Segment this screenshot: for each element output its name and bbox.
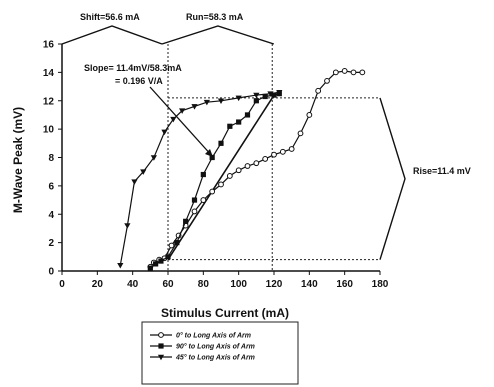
- series-line: [149, 93, 280, 269]
- data-point: [209, 188, 216, 195]
- data-point: [218, 181, 224, 188]
- data-point: [288, 146, 295, 152]
- slope-arrow: [149, 86, 214, 158]
- data-point: [235, 95, 242, 102]
- data-point: [147, 265, 153, 271]
- data-point: [124, 223, 131, 229]
- brace-annotations: [61, 25, 406, 260]
- data-point: [191, 197, 198, 203]
- data-point: [161, 129, 168, 136]
- data-point: [315, 87, 322, 94]
- y-tick-label: 12: [43, 96, 55, 107]
- data-point: [227, 123, 233, 129]
- data-point: [350, 69, 357, 76]
- data-point: [179, 108, 186, 114]
- shift-annotation: Shift=56.6 mA: [80, 12, 140, 22]
- data-point: [253, 92, 260, 99]
- y-tick-label: 0: [48, 267, 54, 278]
- x-tick-label: 40: [127, 279, 139, 290]
- y-tick-label: 4: [48, 210, 54, 221]
- data-point: [170, 116, 177, 123]
- rise-annotation: Rise=11.4 mV: [413, 166, 471, 176]
- shift-brace: [61, 25, 163, 45]
- data-point: [209, 154, 215, 161]
- data-point: [174, 240, 180, 246]
- data-point: [153, 261, 159, 267]
- rise-brace: [379, 97, 406, 260]
- data-point: [191, 208, 198, 215]
- data-point: [324, 77, 330, 84]
- x-tick-label: 20: [92, 279, 104, 290]
- run-annotation: Run=58.3 mA: [186, 12, 244, 22]
- data-point: [168, 242, 175, 249]
- legend-label: 45° to Long Axis of Arm: [175, 354, 255, 362]
- data-point: [306, 112, 313, 118]
- data-point: [267, 91, 274, 97]
- data-point: [157, 354, 165, 361]
- data-point: [235, 167, 242, 174]
- data-point: [218, 140, 224, 146]
- data-point: [244, 163, 251, 169]
- data-point: [131, 179, 138, 185]
- data-point: [158, 343, 164, 349]
- data-point: [244, 112, 251, 118]
- data-point: [297, 130, 304, 137]
- data-point: [332, 69, 339, 76]
- y-tick-label: 8: [48, 153, 54, 164]
- y-tick-label: 6: [48, 181, 54, 192]
- data-point: [279, 148, 286, 155]
- data-point: [158, 332, 164, 338]
- series-2: [117, 89, 283, 269]
- data-point: [253, 98, 259, 104]
- y-tick-label: 14: [43, 68, 55, 79]
- y-axis-label: M-Wave Peak (mV): [11, 107, 25, 213]
- y-tick-label: 16: [43, 40, 55, 51]
- data-point: [262, 156, 269, 162]
- run-brace: [161, 25, 275, 45]
- slope-line: [167, 97, 273, 261]
- x-axis-label: Stimulus Current (mA): [161, 306, 289, 320]
- data-point: [183, 218, 189, 224]
- x-tick-label: 60: [162, 279, 174, 290]
- data-point: [236, 119, 242, 125]
- series-line: [119, 91, 280, 266]
- y-tick-label: 10: [43, 125, 55, 136]
- data-point: [271, 151, 277, 158]
- x-tick-label: 80: [198, 279, 210, 290]
- axis-ticks: 0 20 40 60 80 100 120 140 160 180 0 2 4 6 8 10 12 14 16: [43, 40, 389, 291]
- data-point: [158, 258, 164, 264]
- data-point: [217, 98, 225, 104]
- data-point: [226, 173, 233, 179]
- x-tick-label: 140: [301, 279, 318, 290]
- legend-label: 0° to Long Axis of Arm: [176, 332, 251, 340]
- x-tick-label: 180: [372, 279, 389, 290]
- data-point: [341, 68, 348, 74]
- series-group: [117, 68, 366, 271]
- data-point: [359, 69, 366, 76]
- data-point: [203, 99, 210, 106]
- data-point: [150, 155, 157, 161]
- x-tick-label: 120: [266, 279, 283, 290]
- data-point: [117, 263, 124, 269]
- x-tick-label: 0: [59, 279, 65, 290]
- guide-lines: [149, 44, 380, 271]
- data-point: [200, 197, 207, 203]
- y-tick-label: 2: [48, 238, 54, 249]
- legend-label: 90° to Long Axis of Arm: [176, 343, 255, 351]
- slope-annotation-line2: = 0.196 V/A: [115, 76, 163, 86]
- data-point: [191, 104, 198, 110]
- x-tick-label: 100: [230, 279, 247, 290]
- data-point: [253, 160, 260, 167]
- data-point: [165, 254, 171, 260]
- legend: 0° to Long Axis of Arm 90° to Long Axis o…: [141, 321, 299, 385]
- data-point: [200, 171, 206, 178]
- slope-annotation-line1: Slope= 11.4mV/58.3mA: [84, 63, 182, 73]
- x-tick-label: 160: [336, 279, 353, 290]
- data-point: [276, 89, 283, 96]
- legend-box: [141, 321, 299, 385]
- data-point: [140, 169, 147, 175]
